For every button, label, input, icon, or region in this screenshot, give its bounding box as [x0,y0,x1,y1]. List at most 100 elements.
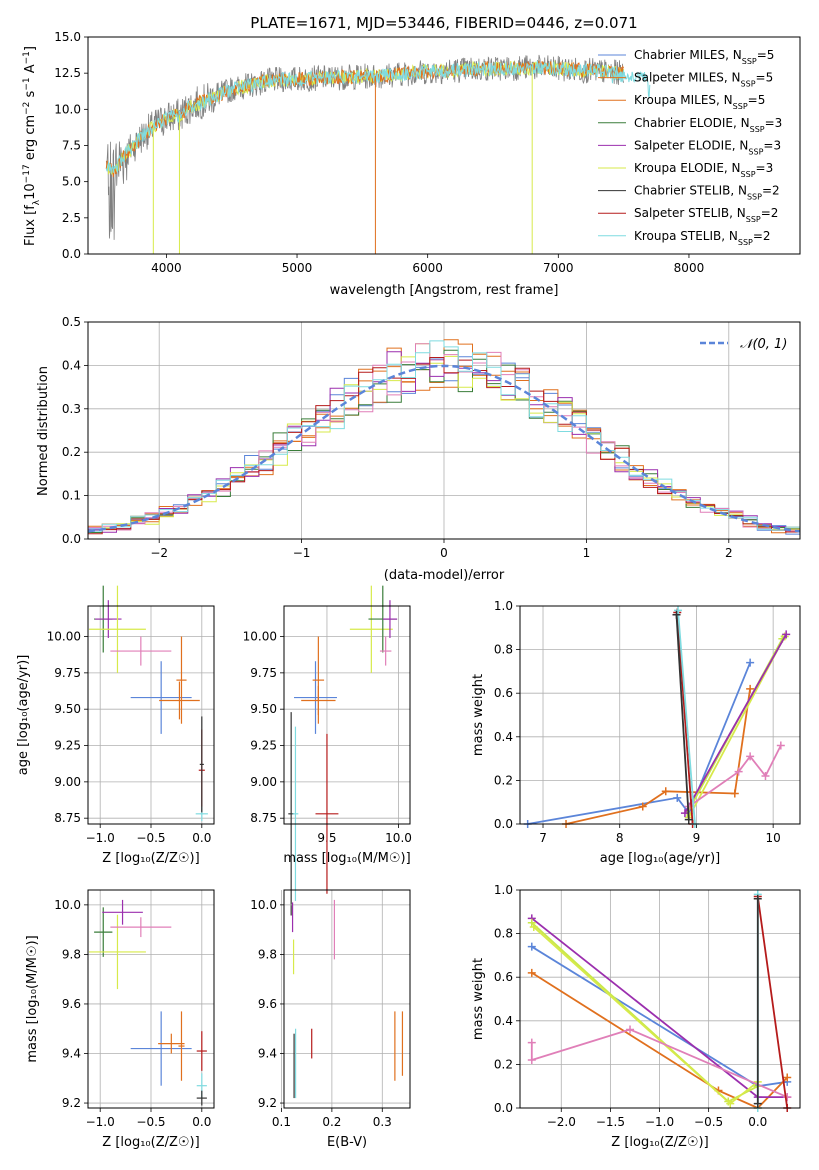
residuals-ylabel: Normed distribution [36,366,51,496]
spectrum-legend-label: Kroupa ELODIE, NSSP=3 [634,161,773,179]
weight-vs-age-marker [746,684,755,693]
weight-vs-Z-marker [783,1073,792,1082]
weight-vs-age-xlabel: age [log₁₀(age/yr)] [600,851,721,866]
weight-vs-Z-marker [529,923,538,932]
weight-vs-Z-ytick-label: 0.2 [494,1057,513,1071]
mass-vs-Z-xtick-label: −1.0 [86,1115,115,1129]
spectrum-legend-label: Chabrier STELIB, NSSP=2 [634,184,780,202]
residuals-ytick-label: 0.5 [62,315,81,329]
weight-vs-Z-xtick-label: 0.0 [748,1115,767,1129]
weight-vs-Z-panel: −2.0 −1.5 −1.0 −0.5 0.0 0.0 0.2 0.4 0.6 0.8 1.0 Z [… [471,883,801,1150]
spectrum-ylabel-part: −17 [22,164,32,183]
spectrum-xtick-label: 8000 [674,261,705,275]
weight-vs-age-ytick-label: 1.0 [494,599,513,613]
age-vs-mass-ytick-label: 9.00 [250,775,277,789]
legend-label-suffix: =3 [765,116,783,130]
weight-vs-Z-ytick-label: 1.0 [494,883,513,897]
legend-label-text: Kroupa ELODIE, N [634,161,741,175]
mass-vs-EBV-ytick-label: 9.6 [258,997,277,1011]
spectrum-model-line [105,60,625,176]
spectrum-legend-label: Kroupa STELIB, NSSP=2 [634,229,771,247]
legend-label-text: Salpeter ELODIE, N [634,138,748,152]
weight-vs-Z-series-line [533,926,759,1105]
legend-label-sub: SSP [748,147,763,156]
residuals-xtick-label: 2 [725,546,733,560]
age-vs-mass-ytick-label: 10.00 [243,630,277,644]
age-vs-mass-xlabel: mass [log₁₀(M/M☉)] [283,851,410,866]
spectrum-legend-label: Salpeter MILES, NSSP=5 [634,71,773,89]
age-vs-mass-xtick-label: 10.0 [385,831,412,845]
weight-vs-Z-ytick-label: 0.6 [494,970,513,984]
weight-vs-Z-xlabel: Z [log₁₀(Z/Z☉)] [611,1135,708,1150]
weight-vs-age-ytick-label: 0.4 [494,730,513,744]
legend-label-suffix: =5 [756,71,774,85]
residuals-axes-frame [87,321,801,540]
weight-vs-Z-axes-frame [519,889,801,1109]
spectrum-ylabel-part: −1 [22,51,32,64]
mass-vs-Z-ytick-label: 9.8 [62,947,81,961]
spectrum-ytick-label: 7.5 [62,139,81,153]
age-vs-mass-axes-frame [283,605,411,825]
age-vs-Z-xtick-label: −1.0 [86,831,115,845]
weight-vs-age-marker [673,793,682,802]
weight-vs-age-ytick-label: 0.6 [494,686,513,700]
legend-label-suffix: =5 [757,48,775,62]
legend-label-text: Chabrier ELODIE, N [634,116,750,130]
spectrum-xtick-label: 5000 [282,261,313,275]
legend-label-suffix: =5 [748,93,766,107]
legend-label-text: Kroupa MILES, N [634,93,733,107]
weight-vs-age-marker [661,787,670,796]
weight-vs-Z-ytick-label: 0.4 [494,1014,513,1028]
legend-label-sub: SSP [747,192,762,201]
spectrum-model-line [105,60,625,174]
age-vs-Z-ytick-label: 10.00 [47,630,81,644]
mass-vs-EBV-ytick-label: 9.4 [258,1047,277,1061]
spectrum-xtick-label: 4000 [151,261,182,275]
spectrum-legend-label: Chabrier ELODIE, NSSP=3 [634,116,782,134]
weight-vs-Z-xtick-label: −0.5 [694,1115,723,1129]
residuals-ytick-label: 0.2 [62,445,81,459]
weight-vs-Z-ytick-label: 0.8 [494,927,513,941]
legend-label-suffix: =2 [762,184,780,198]
legend-label-suffix: =2 [761,206,779,220]
mass-vs-EBV-panel: 0.1 0.2 0.3 9.2 9.4 9.6 9.8 10.0 E(B-V) [250,889,411,1150]
spectrum-ytick-label: 15.0 [54,30,81,44]
mass-vs-Z-xtick-label: −0.5 [136,1115,165,1129]
weight-vs-Z-xtick-label: −1.0 [645,1115,674,1129]
weight-vs-age-marker [674,606,683,615]
spectrum-axes-frame [87,36,801,255]
spectrum-legend-label: Chabrier MILES, NSSP=5 [634,48,774,66]
age-vs-mass-ytick-label: 9.25 [250,739,277,753]
weight-vs-age-marker [782,630,791,639]
mass-vs-Z-ytick-label: 9.4 [62,1047,81,1061]
weight-vs-age-marker [734,767,743,776]
spectrum-ylabel-part: erg cm [23,115,38,164]
mass-vs-Z-ytick-label: 9.2 [62,1096,81,1110]
weight-vs-Z-ytick-label: 0.0 [494,1101,513,1115]
residuals-plot-area: −2 −1 0 1 2 0.0 0.1 0.2 0.3 0.4 0.5 [62,315,801,560]
weight-vs-age-series-line [527,662,751,825]
residuals-xlabel: (data-model)/error [384,568,505,583]
spectrum-ylabel: Flux [fλ10−17 erg cm−2 s−1 A−1] [22,46,42,246]
weight-vs-age-marker [761,772,770,781]
weight-vs-age-axes-frame [519,605,801,825]
mass-vs-EBV-ytick-label: 9.2 [258,1096,277,1110]
spectrum-ylabel-part: Flux [f [23,205,38,246]
legend-label-text: Salpeter MILES, N [634,71,741,85]
spectrum-ylabel-part: λ [32,199,42,205]
residuals-legend: 𝒩(0, 1) [700,337,787,352]
weight-vs-Z-xtick-label: −1.5 [596,1115,625,1129]
residuals-xtick-label: 1 [583,546,591,560]
spectrum-legend-label: Kroupa MILES, NSSP=5 [634,93,765,111]
spectrum-xlabel: wavelength [Angstrom, rest frame] [330,283,559,298]
weight-vs-Z-series-line [756,896,789,1109]
weight-vs-age-ytick-label: 0.8 [494,643,513,657]
age-vs-mass-ytick-label: 8.75 [250,811,277,825]
weight-vs-Z-ylabel: mass weight [471,958,486,1040]
spectrum-data-line [105,54,624,240]
weight-vs-age-xtick-label: 10 [766,831,781,845]
weight-vs-age-series-line [677,610,696,825]
